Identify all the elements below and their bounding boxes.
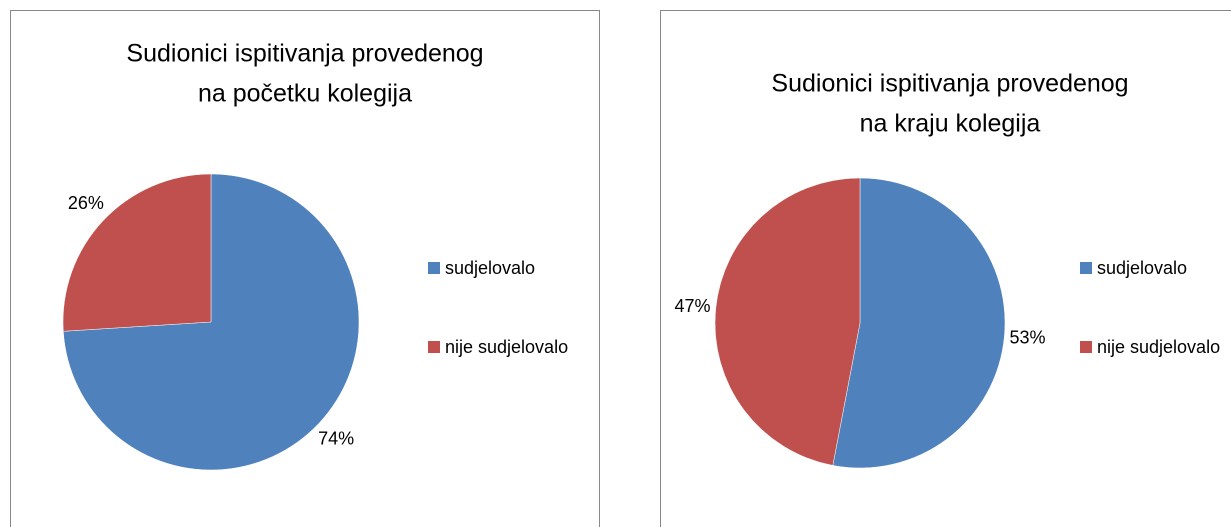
chart-title: Sudionici ispitivanja provedenog — [126, 40, 483, 68]
chart-title: na početku kolegija — [198, 80, 412, 108]
legend-swatch — [1080, 262, 1092, 274]
data-label: 74% — [318, 428, 354, 448]
legend-swatch — [428, 341, 440, 353]
data-label: 26% — [68, 193, 104, 213]
legend-swatch — [428, 262, 440, 274]
data-label: 53% — [1009, 328, 1045, 348]
pie-slice — [832, 177, 1006, 469]
legend-swatch — [1080, 341, 1092, 353]
pie-slice — [714, 177, 861, 466]
legend-label: nije sudjelovalo — [445, 337, 569, 357]
pie-slice — [62, 173, 212, 332]
legend-label: sudjelovalo — [1097, 258, 1188, 278]
data-label: 47% — [675, 296, 711, 316]
chart-title: na kraju kolegija — [860, 110, 1041, 138]
chart-title: Sudionici ispitivanja provedenog — [771, 70, 1128, 98]
legend-label: sudjelovalo — [445, 258, 536, 278]
legend-label: nije sudjelovalo — [1097, 337, 1221, 357]
